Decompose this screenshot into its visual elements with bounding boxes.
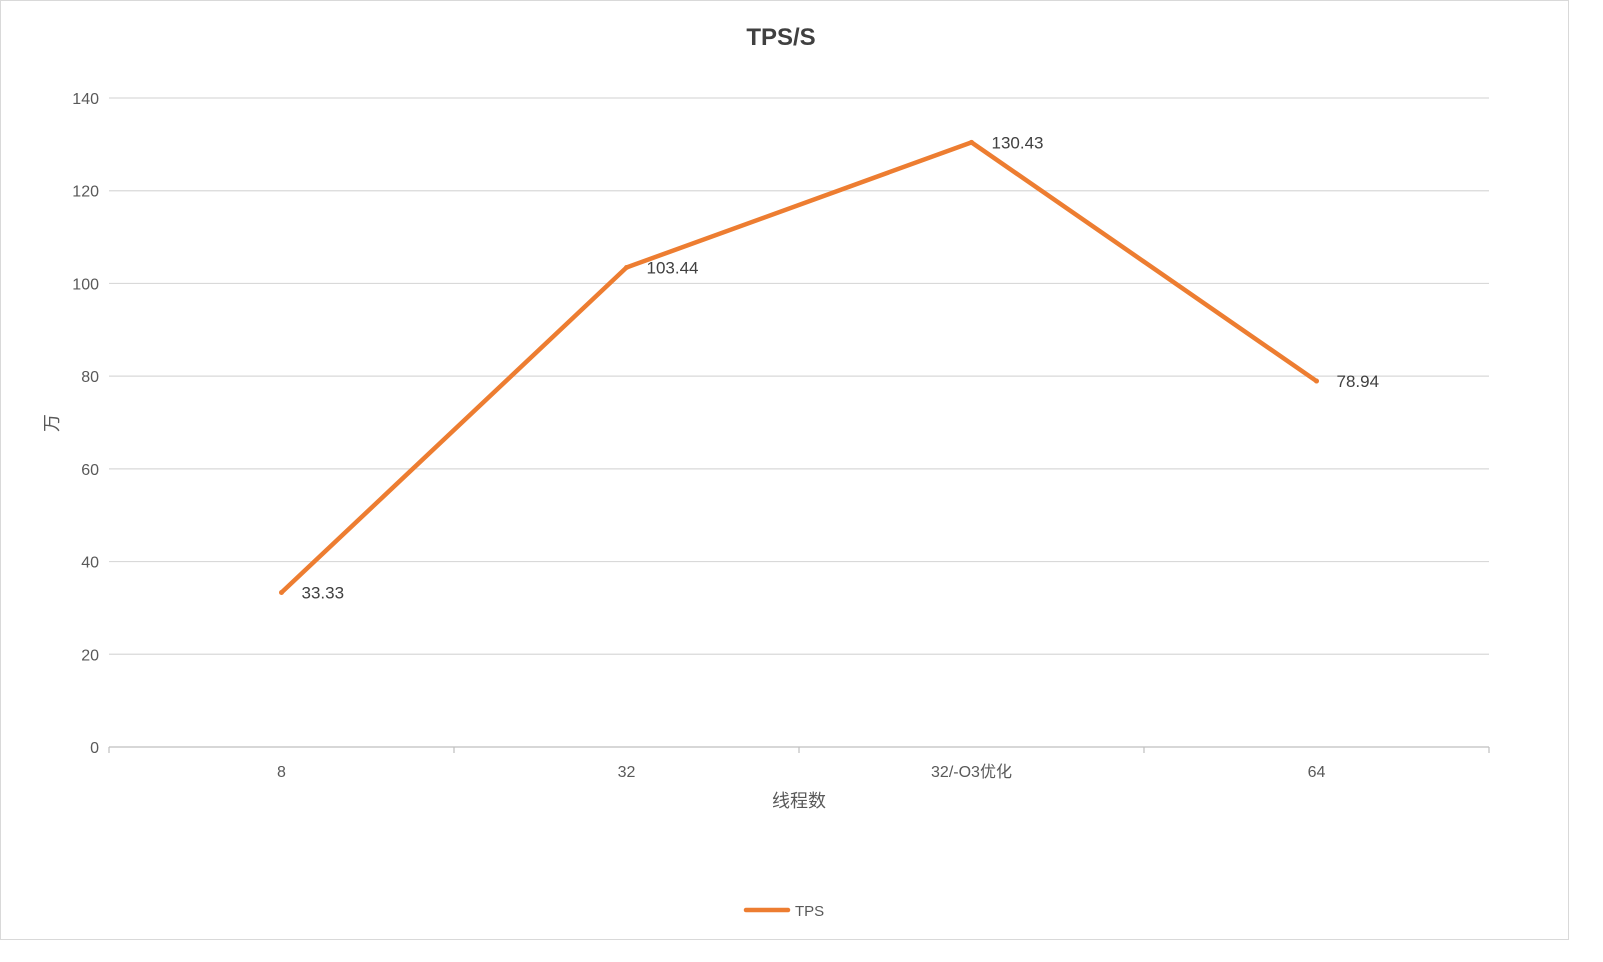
- series-line-tps: [279, 140, 1319, 595]
- gridlines: [109, 97, 1489, 655]
- data-label: 103.44: [647, 258, 699, 277]
- data-label: 33.33: [302, 583, 345, 602]
- x-axis-title: 线程数: [772, 791, 826, 812]
- legend-label-tps: TPS: [795, 903, 824, 920]
- legend: TPS: [743, 903, 824, 920]
- chart-title: TPS/S: [746, 24, 815, 51]
- y-tick-label: 140: [72, 91, 99, 108]
- y-tick-label: 60: [81, 462, 99, 479]
- y-tick-label: 80: [81, 369, 99, 386]
- data-point: [279, 589, 284, 595]
- series-group: [279, 139, 1319, 595]
- data-labels: 33.33 103.44 130.43 78.94: [302, 133, 1380, 602]
- x-tick-label: 32: [618, 764, 636, 781]
- x-axis-ticks: 8 32 32/-O3优化 64: [108, 747, 1490, 781]
- y-axis-title: 万: [42, 414, 63, 432]
- data-point: [1314, 378, 1319, 384]
- y-tick-label: 0: [90, 740, 99, 757]
- x-tick-label: 64: [1308, 764, 1326, 781]
- y-tick-label: 120: [72, 184, 99, 201]
- y-tick-label: 100: [72, 276, 99, 293]
- y-tick-label: 20: [81, 647, 99, 664]
- line-chart: TPS/S 0 20 40 60 80 100 120 140 8 32 32/-O3优化 64 万…: [42, 24, 1490, 920]
- x-tick-label: 8: [277, 764, 286, 781]
- chart-frame: [0, 0, 1569, 940]
- x-tick-label: 32/-O3优化: [931, 763, 1012, 781]
- y-tick-label: 40: [81, 555, 99, 572]
- data-point: [624, 264, 629, 270]
- y-axis-ticks: 0 20 40 60 80 100 120 140: [72, 91, 99, 757]
- data-label: 130.43: [992, 133, 1044, 152]
- data-label: 78.94: [1337, 372, 1380, 391]
- data-point: [969, 139, 974, 145]
